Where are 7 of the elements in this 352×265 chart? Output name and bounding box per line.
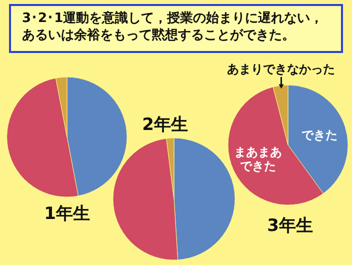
slice-label: できた (301, 128, 338, 142)
text: 3･2･1運動を意識して，授業の始まりに遅れない，あるいは余裕をもって黙想することができた。 (22, 10, 324, 43)
slice-label: あまりできなかった (227, 62, 336, 76)
slice-label: まあまあできた (234, 145, 282, 174)
text: 1年生 (44, 204, 90, 224)
chart-title: 2年生 (142, 115, 188, 135)
text: 3年生 (267, 216, 313, 236)
